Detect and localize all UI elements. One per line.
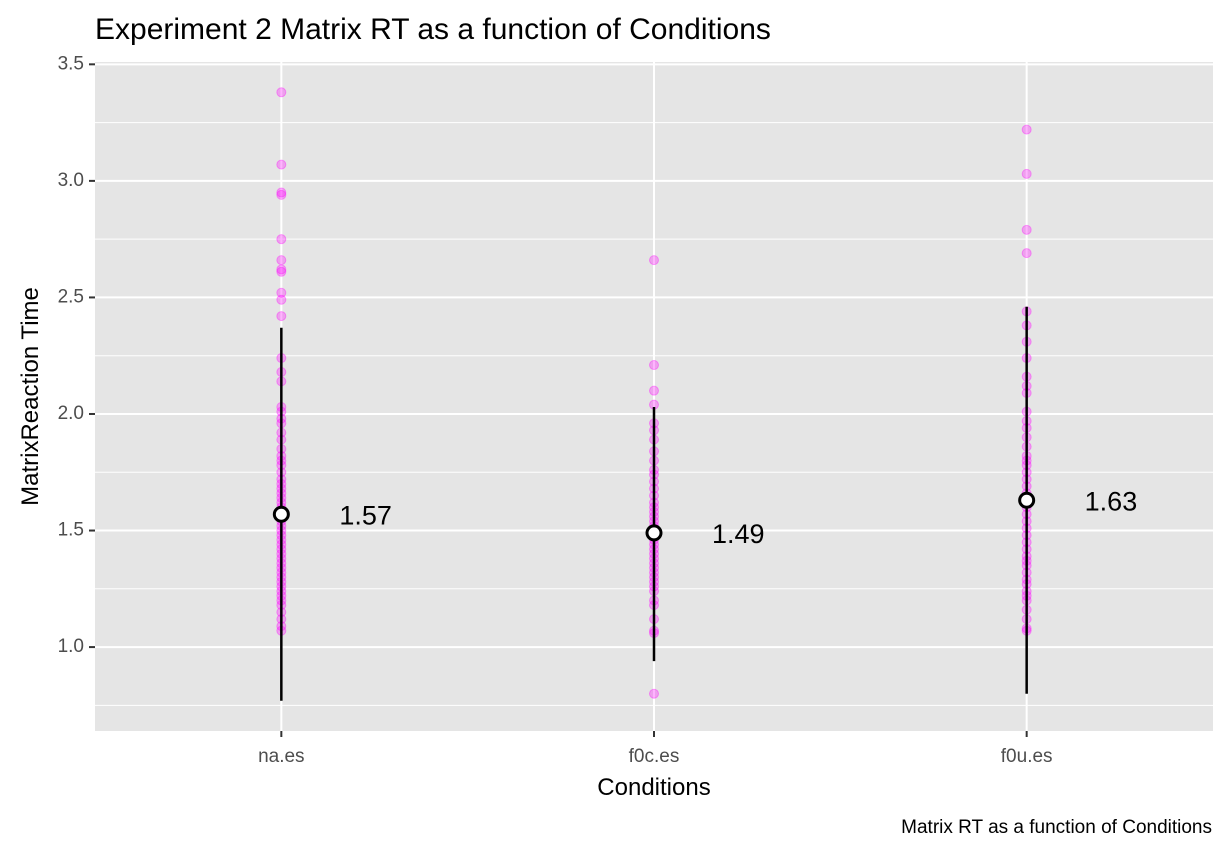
x-tick-label: f0c.es	[629, 746, 680, 767]
chart-title: Experiment 2 Matrix RT as a function of …	[95, 13, 771, 46]
mean-label: 1.57	[339, 500, 392, 530]
data-point	[276, 234, 287, 245]
data-point	[276, 294, 287, 305]
x-tick-label: f0u.es	[1001, 746, 1053, 767]
y-tick-label: 2.5	[58, 286, 84, 307]
data-point	[649, 688, 659, 699]
mean-marker	[272, 505, 290, 523]
x-axis-title: Conditions	[597, 774, 710, 801]
data-point	[1021, 124, 1032, 135]
axes: 1.0 1.5 2.0 2.5 3.0 3.5 na.es f0c.es f0u.es	[58, 53, 1053, 767]
y-tick-label: 2.0	[58, 403, 84, 424]
data-point	[276, 159, 287, 170]
data-point	[1021, 168, 1032, 179]
data-point	[649, 360, 659, 371]
data-point	[276, 87, 287, 98]
mean-markers: 1.57 1.49 1.63	[272, 486, 1138, 549]
data-point	[649, 385, 659, 396]
data-point	[276, 264, 287, 275]
data-point	[1021, 224, 1032, 235]
x-tick-label: na.es	[258, 746, 304, 767]
chart-caption: Matrix RT as a function of Conditions	[901, 817, 1212, 838]
data-point	[276, 189, 287, 200]
mean-label: 1.49	[712, 519, 765, 549]
y-tick-label: 1.5	[58, 520, 84, 541]
data-point	[276, 187, 287, 198]
data-point	[649, 255, 659, 266]
data-point	[1021, 248, 1032, 259]
mean-label: 1.63	[1085, 486, 1138, 516]
data-point	[276, 266, 287, 277]
mean-marker	[645, 524, 663, 542]
data-point	[276, 287, 287, 298]
y-tick-label: 3.5	[58, 53, 84, 74]
y-axis-title: MatrixReaction Time	[17, 287, 44, 506]
y-tick-label: 1.0	[58, 636, 84, 657]
data-point	[276, 311, 287, 322]
data-point	[276, 255, 287, 266]
y-tick-label: 3.0	[58, 170, 84, 191]
mean-marker	[1018, 491, 1036, 509]
